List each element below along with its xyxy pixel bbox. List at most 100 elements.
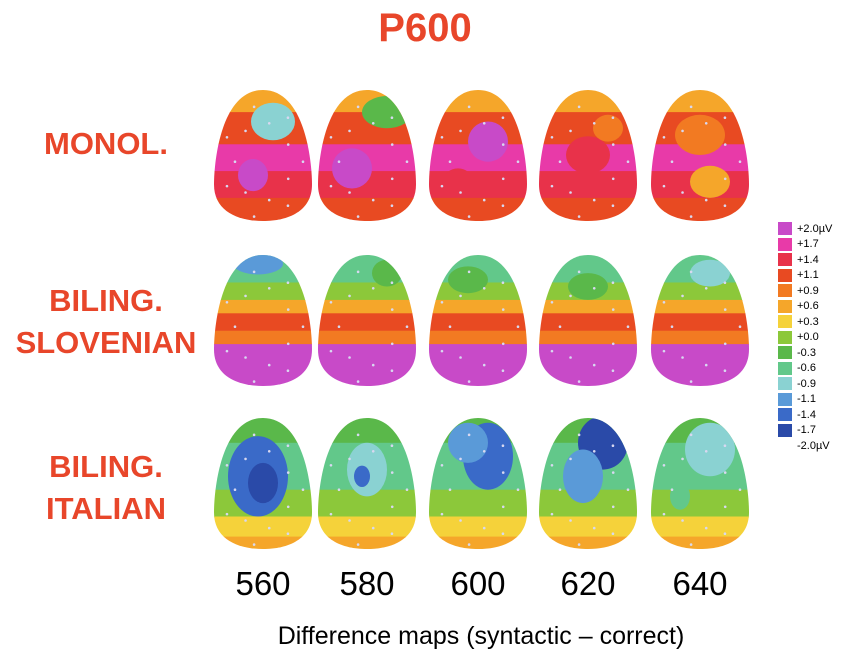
electrode-dot [611,143,615,146]
electrode-dot [459,356,462,359]
scalp-map [318,255,416,386]
electrode-dot [244,519,247,522]
electrode-dot [681,457,684,461]
map-band [651,536,749,549]
electrode-dot [356,270,360,274]
legend-entry: +1.1 [778,268,832,284]
electrode-dot [459,457,462,461]
electrode-dot [689,215,693,218]
map-band [539,536,637,549]
electrode-dot [440,349,444,353]
electrode-dot [550,512,554,516]
legend-swatch [778,392,792,406]
electrode-dot [689,380,693,383]
electrode-dot [670,488,674,491]
electrode-dot [405,488,409,491]
electrode-dot [704,526,708,530]
electrode-dot [662,135,666,139]
legend-label: -1.7 [797,424,816,437]
electrode-dot [723,177,727,181]
map-region [690,259,730,287]
electrode-dot [244,294,247,298]
electrode-dot [329,512,333,516]
map-band [539,171,637,199]
electrode-dot [405,160,409,163]
electrode-dot [704,449,708,453]
electrode-dot [252,270,256,274]
legend-label: +0.0 [797,331,819,344]
electrode-dot [267,363,271,367]
row-label: BILING. [49,449,163,484]
electrode-dot [611,204,615,208]
legend-entry: -1.4 [778,407,832,423]
electrode-dot [252,105,256,109]
map-band [651,516,749,538]
legend-label: +2.0µV [797,222,833,235]
electrode-dot [611,281,615,284]
electrode-dot [723,308,727,311]
electrode-dot [501,505,505,509]
electrode-dot [459,191,462,194]
electrode-dot [482,198,486,202]
map-band [214,282,312,301]
map-region [593,114,623,142]
electrode-dot [356,543,360,546]
electrode-dot [569,356,572,359]
electrode-dot [550,135,554,139]
electrode-dot [371,363,375,367]
legend-entry: +2.0µV [778,221,832,237]
electrode-dot [482,363,486,367]
electrode-dot [390,143,394,146]
map-band [214,536,312,549]
electrode-dot [233,488,237,491]
scalp-map [429,255,527,386]
electrode-dot [681,519,684,522]
electrode-dot [440,300,444,304]
electrode-dot [390,444,394,447]
electrode-dot [390,532,394,536]
electrode-dot [390,342,394,346]
map-band [318,197,416,221]
electrode-dot [569,457,572,461]
electrode-dot [501,444,505,447]
electrode-dot [501,532,505,536]
electrode-dot [267,198,271,202]
map-region [448,266,488,294]
electrode-dot [459,129,462,133]
electrode-dot [689,543,693,546]
electrode-dot [225,135,229,139]
electrode-dot [348,294,351,298]
scalp-map [429,418,527,549]
electrode-dot [390,308,394,311]
electrode-dot [252,433,256,437]
row-label: ITALIAN [46,491,166,526]
electrode-dot [577,380,581,383]
electrode-dot [738,160,742,163]
scalp-map [318,90,416,221]
electrode-dot [390,204,394,208]
map-band [429,90,527,114]
legend-entry: -0.6 [778,361,832,377]
legend-label: -0.3 [797,346,816,359]
electrode-dot [723,281,727,284]
electrode-dot [448,160,452,163]
electrode-dot [723,444,727,447]
electrode-dot [286,308,290,311]
scalp-map [429,90,527,221]
electrode-dot [252,543,256,546]
map-band [651,282,749,301]
scalp-map [651,418,749,549]
legend-entry: -0.9 [778,376,832,392]
map-band [318,330,416,346]
electrode-dot [592,121,596,125]
time-label: 640 [672,565,728,602]
map-band [318,516,416,538]
electrode-dot [670,325,674,328]
electrode-dot [371,121,375,125]
electrode-dot [244,356,247,359]
electrode-dot [689,270,693,274]
map-band [429,516,527,538]
electrode-dot [611,369,615,373]
legend-label: -1.1 [797,393,816,406]
electrode-dot [467,105,471,109]
